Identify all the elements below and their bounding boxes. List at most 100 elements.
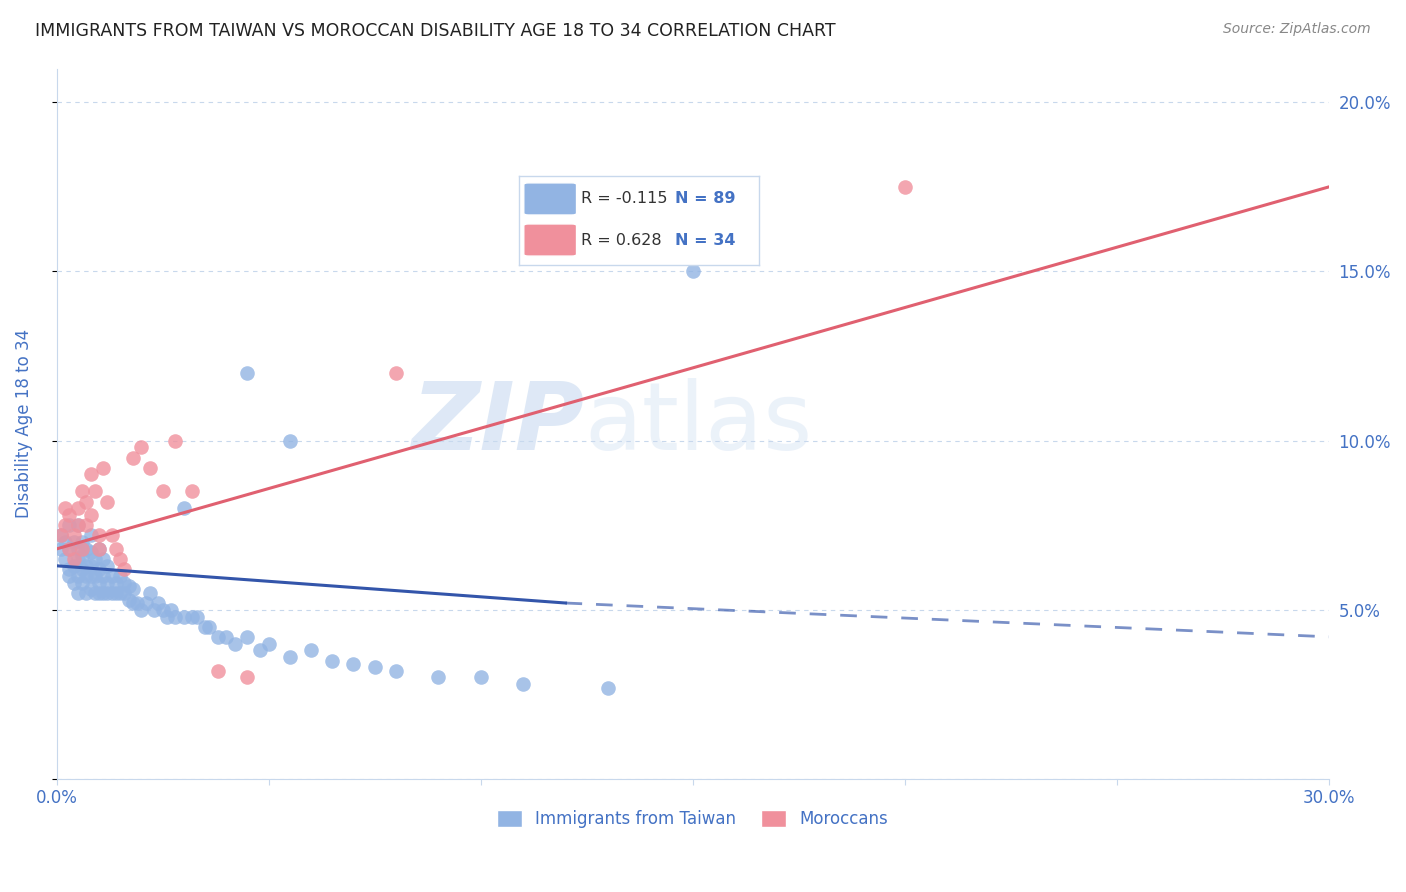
Point	[49, 541, 72, 556]
Point	[79, 508, 101, 522]
Point	[75, 518, 97, 533]
Point	[70, 484, 93, 499]
Point	[66, 501, 89, 516]
Point	[79, 569, 101, 583]
Point	[139, 586, 162, 600]
Point	[53, 518, 76, 533]
Point	[160, 603, 183, 617]
Point	[100, 528, 122, 542]
Point	[257, 637, 280, 651]
Point	[194, 620, 217, 634]
Point	[236, 366, 259, 380]
Point	[62, 535, 84, 549]
Point	[122, 450, 145, 465]
Text: R = -0.115: R = -0.115	[581, 192, 668, 206]
Point	[53, 501, 76, 516]
Point	[363, 660, 385, 674]
Point	[79, 582, 101, 597]
Point	[165, 434, 187, 448]
Point	[181, 609, 204, 624]
Point	[114, 575, 136, 590]
Legend: Immigrants from Taiwan, Moroccans: Immigrants from Taiwan, Moroccans	[491, 803, 896, 835]
Point	[87, 541, 110, 556]
Point	[62, 552, 84, 566]
Point	[70, 535, 93, 549]
Text: N = 34: N = 34	[675, 233, 735, 247]
Point	[186, 609, 208, 624]
Point	[118, 579, 141, 593]
Point	[385, 366, 408, 380]
Point	[62, 575, 84, 590]
Point	[58, 518, 80, 533]
Point	[62, 528, 84, 542]
Point	[198, 620, 221, 634]
Point	[58, 541, 80, 556]
FancyBboxPatch shape	[524, 183, 576, 215]
Point	[110, 552, 132, 566]
Point	[152, 603, 174, 617]
Point	[236, 670, 259, 684]
Text: R = 0.628: R = 0.628	[581, 233, 662, 247]
Point	[83, 569, 105, 583]
Point	[118, 592, 141, 607]
Text: IMMIGRANTS FROM TAIWAN VS MOROCCAN DISABILITY AGE 18 TO 34 CORRELATION CHART: IMMIGRANTS FROM TAIWAN VS MOROCCAN DISAB…	[35, 22, 835, 40]
Point	[87, 541, 110, 556]
Point	[75, 541, 97, 556]
Point	[236, 630, 259, 644]
Point	[62, 558, 84, 573]
Point	[79, 558, 101, 573]
Point	[224, 637, 246, 651]
Point	[79, 467, 101, 482]
Point	[512, 677, 534, 691]
Point	[110, 586, 132, 600]
Point	[66, 518, 89, 533]
Point	[83, 552, 105, 566]
Point	[165, 609, 187, 624]
Point	[181, 484, 204, 499]
Point	[207, 664, 229, 678]
FancyBboxPatch shape	[524, 224, 576, 256]
Point	[100, 586, 122, 600]
Point	[122, 596, 145, 610]
Point	[104, 586, 127, 600]
Point	[66, 541, 89, 556]
Point	[299, 643, 322, 657]
Point	[91, 569, 114, 583]
Point	[87, 575, 110, 590]
Point	[110, 569, 132, 583]
Point	[173, 501, 195, 516]
Point	[87, 562, 110, 576]
Point	[70, 575, 93, 590]
Point	[143, 603, 166, 617]
Text: atlas: atlas	[585, 377, 813, 470]
Point	[83, 484, 105, 499]
Point	[682, 264, 704, 278]
Point	[135, 596, 157, 610]
Point	[173, 609, 195, 624]
Text: Source: ZipAtlas.com: Source: ZipAtlas.com	[1223, 22, 1371, 37]
Point	[278, 434, 301, 448]
Text: ZIP: ZIP	[412, 377, 585, 470]
Point	[66, 518, 89, 533]
Point	[49, 528, 72, 542]
Point	[53, 535, 76, 549]
Point	[49, 528, 72, 542]
Y-axis label: Disability Age 18 to 34: Disability Age 18 to 34	[15, 329, 32, 518]
Point	[66, 586, 89, 600]
Point	[70, 549, 93, 563]
Point	[156, 609, 179, 624]
Point	[385, 664, 408, 678]
Point	[58, 562, 80, 576]
Point	[215, 630, 238, 644]
Point	[96, 586, 118, 600]
Point	[70, 541, 93, 556]
Point	[893, 180, 915, 194]
Point	[83, 586, 105, 600]
Point	[75, 558, 97, 573]
Point	[75, 494, 97, 508]
Point	[53, 552, 76, 566]
Point	[207, 630, 229, 644]
Point	[152, 484, 174, 499]
Point	[96, 494, 118, 508]
Point	[91, 586, 114, 600]
